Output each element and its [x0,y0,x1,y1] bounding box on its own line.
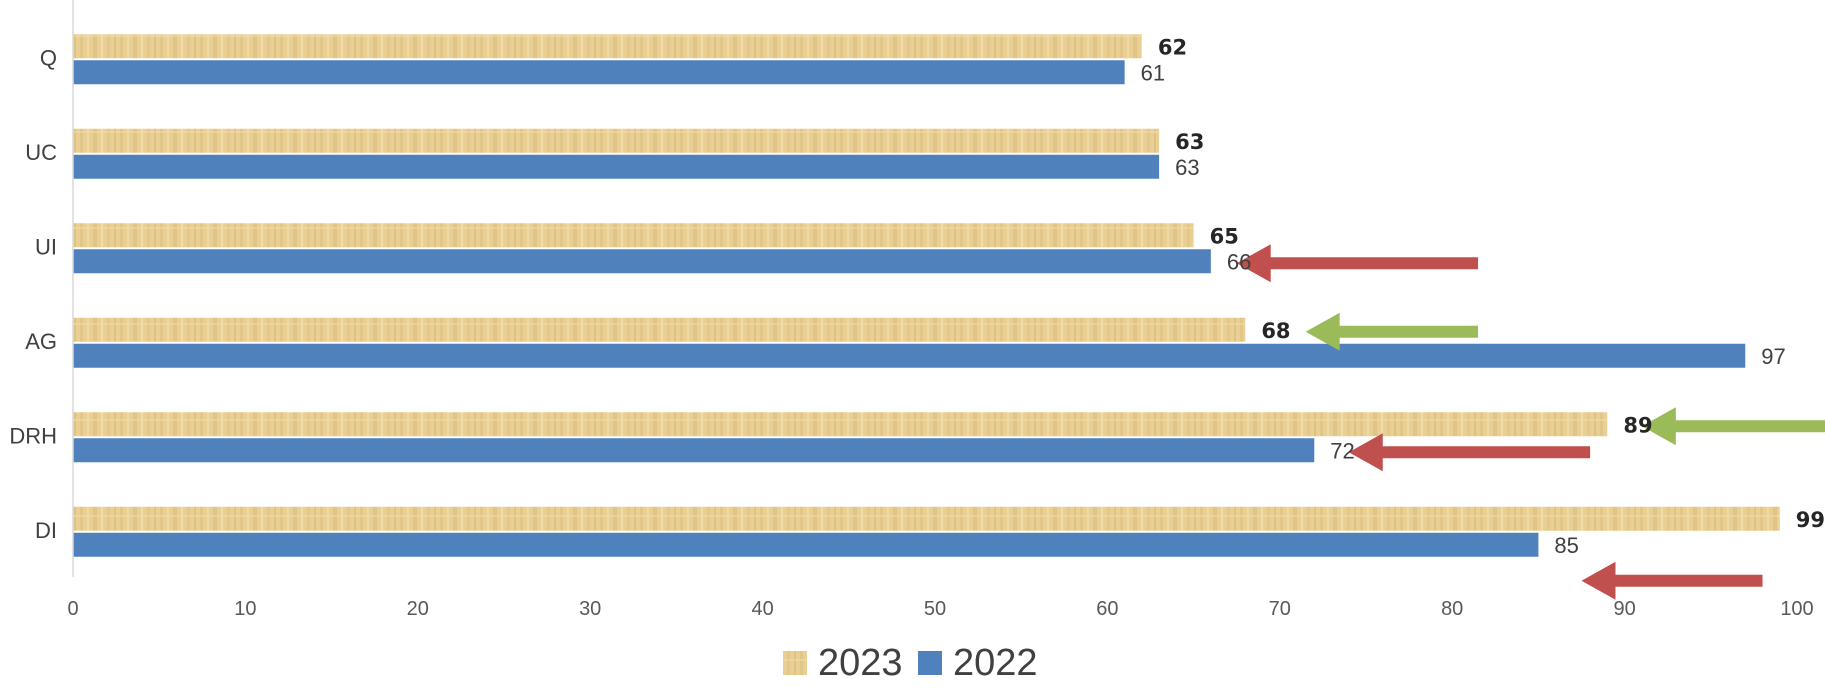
data-label-2022-di: 85 [1554,533,1578,558]
x-tick-label-50: 50 [924,598,946,620]
x-tick-label-100: 100 [1780,598,1813,620]
data-label-2022-ui: 66 [1227,249,1251,274]
category-label-q: Q [40,45,57,70]
category-label-ag: AG [25,329,57,354]
bar-2022-ui [73,249,1211,274]
data-label-2023-q: 62 [1158,35,1187,59]
annotation-arrow-4 [1348,433,1591,472]
data-label-2023-drh: 89 [1623,413,1652,437]
x-tick-label-0: 0 [67,598,78,620]
x-tick-label-30: 30 [579,598,601,620]
x-tick-label-10: 10 [234,598,256,620]
data-label-2023-ui: 65 [1210,224,1239,248]
data-label-2023-ag: 68 [1261,319,1290,343]
data-label-2022-ag: 97 [1761,344,1785,369]
x-tick-label-20: 20 [407,598,429,620]
category-label-ui: UI [35,234,57,259]
x-tick-label-70: 70 [1269,598,1291,620]
bar-2022-ag [73,343,1746,368]
category-label-di: DI [35,518,57,543]
data-label-2023-uc: 63 [1175,130,1204,154]
category-label-uc: UC [25,140,57,165]
data-label-2022-drh: 72 [1330,438,1354,463]
bar-2023-ag [73,317,1246,342]
bar-2023-q [73,34,1142,59]
bar-2022-uc [73,154,1160,179]
x-tick-label-40: 40 [751,598,773,620]
data-label-2023-di: 99 [1796,508,1825,532]
data-label-2022-q: 61 [1141,60,1165,85]
x-tick-label-90: 90 [1613,598,1635,620]
bar-2023-drh [73,412,1608,437]
legend-label-2022: 2022 [953,642,1038,684]
legend-swatch-2022 [918,651,942,675]
annotation-arrow-5 [1581,561,1763,600]
bar-2022-q [73,60,1125,85]
legend-label-2023: 2023 [818,642,903,684]
bar-2022-di [73,532,1539,557]
annotation-arrow-3 [1641,407,1825,446]
bar-2023-di [73,506,1780,531]
x-tick-label-80: 80 [1441,598,1463,620]
annotation-arrow-2 [1305,312,1479,351]
bar-2022-drh [73,438,1315,463]
bar-2023-uc [73,128,1160,153]
bar-2023-ui [73,223,1194,248]
annotation-arrow-1 [1236,244,1479,283]
category-label-drh: DRH [9,423,57,448]
x-tick-label-60: 60 [1096,598,1118,620]
data-label-2022-uc: 63 [1175,155,1199,180]
legend-swatch-2023 [783,651,807,675]
